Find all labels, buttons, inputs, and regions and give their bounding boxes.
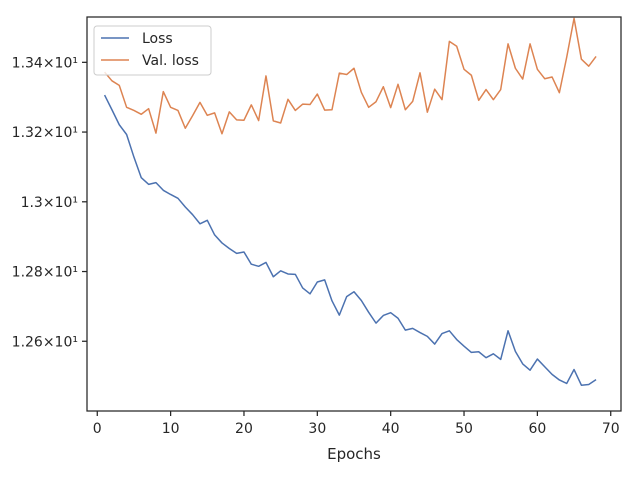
loss-series-line	[103, 94, 597, 386]
x-tick-label: 60	[528, 421, 546, 437]
y-tick-label: 1.32×10¹	[12, 125, 78, 141]
x-axis-ticks: 0 10 20 30 40 50 60 70	[93, 411, 620, 437]
x-tick-label: 10	[162, 421, 180, 437]
y-tick-label: 1.34×10¹	[12, 55, 78, 71]
y-tick-label: 1.26×10¹	[12, 334, 78, 350]
plot-background	[87, 17, 621, 411]
legend: Loss Val. loss	[93, 25, 212, 76]
x-tick-label: 0	[93, 421, 102, 437]
y-axis-ticks: 1.26×10¹ 1.28×10¹ 1.3×10¹ 1.32×10¹ 1.34×10¹	[12, 55, 87, 350]
y-tick-label: 1.3×10¹	[21, 195, 78, 211]
plot-frame	[86, 16, 622, 412]
x-tick-label: 70	[602, 421, 620, 437]
x-tick-label: 20	[235, 421, 253, 437]
y-tick-label: 1.28×10¹	[12, 265, 78, 281]
x-tick-label: 30	[308, 421, 326, 437]
legend-label-loss: Loss	[142, 31, 173, 47]
x-tick-label: 40	[382, 421, 400, 437]
legend-label-val-loss: Val. loss	[142, 53, 199, 69]
val-loss-series-line	[104, 17, 597, 135]
x-tick-label: 50	[455, 421, 473, 437]
x-axis-label: Epochs	[327, 445, 381, 463]
series-lines	[103, 17, 597, 386]
